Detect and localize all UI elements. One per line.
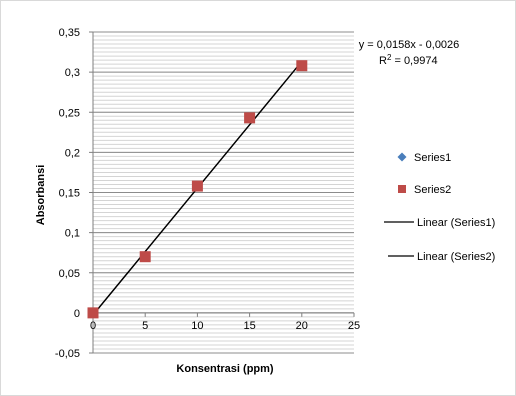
legend-label-linear-series2: Linear (Series2) (417, 251, 495, 263)
y-tick-label: 0,35 (59, 27, 80, 39)
x-tick-label: 20 (296, 320, 308, 332)
y-tick-labels: -0,05 0 0,05 0,1 0,15 0,2 0,25 0,3 0,35 (55, 27, 80, 360)
y-tick-label: 0,25 (59, 107, 80, 119)
trendline-equation: y = 0,0158x - 0,0026 (359, 39, 460, 51)
x-tick-label: 25 (348, 320, 360, 332)
y-tick-label: 0,05 (59, 268, 80, 280)
y-tick-label: 0,2 (65, 147, 80, 159)
x-tick-label: 10 (191, 320, 203, 332)
legend-marker-series2 (398, 185, 406, 193)
y-tick-label: 0,15 (59, 188, 80, 200)
x-tick-label: 5 (142, 320, 148, 332)
axes (89, 31, 355, 354)
legend-label-series1: Series1 (414, 152, 451, 164)
series2-point (296, 60, 308, 72)
gridlines (93, 31, 354, 354)
legend-label-series2: Series2 (414, 184, 451, 196)
x-tick-labels: 0 5 10 15 20 25 (90, 320, 360, 332)
y-axis-title: Absorbansi (35, 165, 47, 226)
x-tick-label: 15 (243, 320, 255, 332)
series2-point (191, 180, 203, 192)
x-axis-title: Konsentrasi (ppm) (176, 363, 274, 375)
r2-superscript: 2 (387, 53, 392, 62)
y-tick-label: -0,05 (55, 348, 80, 360)
legend-label-linear-series1: Linear (Series1) (417, 217, 495, 229)
x-tick-label: 0 (90, 320, 96, 332)
y-tick-label: 0,1 (65, 228, 80, 240)
legend-marker-series1 (397, 152, 407, 162)
series2-point (244, 112, 256, 124)
r2-label: R (379, 55, 387, 67)
y-tick-label: 0 (74, 308, 80, 320)
r-squared: R2 = 0,9974 (379, 53, 438, 67)
series2-point (139, 251, 151, 263)
r2-value: = 0,9974 (391, 55, 437, 67)
legend: Series1 Series2 Linear (Series1) Linear … (384, 152, 495, 263)
series2-point (87, 307, 99, 319)
marker-layer (87, 60, 308, 319)
y-tick-label: 0,3 (65, 67, 80, 79)
